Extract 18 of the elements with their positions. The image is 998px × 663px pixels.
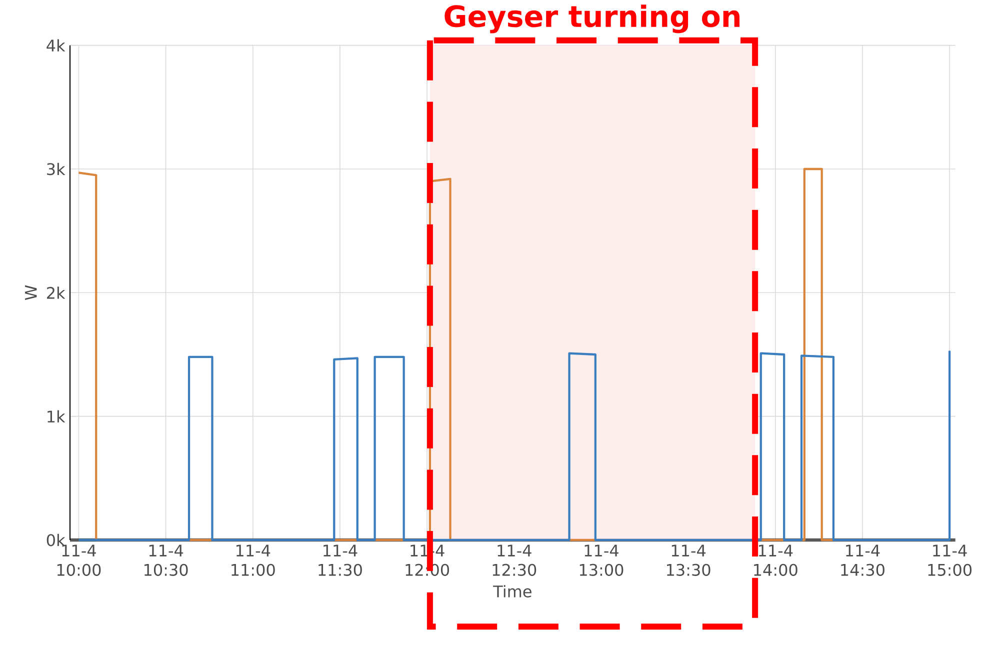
x-tick-label: 11-4 14:00: [754, 544, 798, 576]
y-tick-label: 4k: [46, 39, 66, 52]
y-tick-label: 1k: [48, 410, 66, 422]
y-tick-label: 3k: [47, 162, 66, 176]
x-tick-label: 11-4 11:30: [318, 544, 362, 576]
x-tick-label: 11-4 13:30: [666, 544, 710, 576]
x-tick-label: 11-4 15:00: [928, 544, 972, 576]
x-tick-label: 11-4 12:30: [492, 544, 536, 576]
x-axis-title: Time: [493, 585, 532, 598]
x-tick-label: 11-4 14:30: [841, 544, 884, 576]
band-label: Geyser turning on: [444, 4, 740, 34]
x-tick-label: 11-4 13:00: [580, 544, 624, 576]
y-tick-label: 2k: [47, 286, 66, 299]
y-axis-title: W: [25, 285, 37, 300]
x-tick-label: 11-4 10:00: [57, 544, 101, 576]
y-tick-label: 0k: [46, 534, 66, 546]
x-tick-label: 11-4 10:30: [144, 544, 188, 576]
x-tick-label: 11-4 11:00: [232, 544, 275, 576]
